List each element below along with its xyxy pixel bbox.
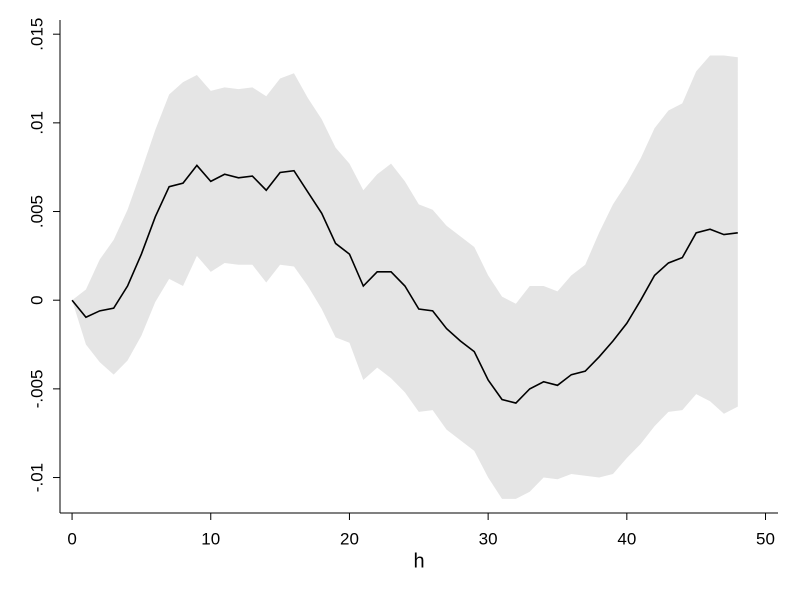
y-tick-label: 0: [27, 295, 46, 304]
x-axis-label: h: [413, 550, 424, 572]
y-tick-label: .015: [27, 18, 46, 51]
y-tick-label: .005: [27, 195, 46, 228]
line: [71, 164, 738, 404]
x-tick-label: 50: [756, 529, 775, 548]
x-tick-label: 20: [340, 529, 359, 548]
x-tick-label: 40: [617, 529, 636, 548]
x-tick-label: 30: [479, 529, 498, 548]
x-tick-label: 0: [67, 529, 76, 548]
x-tick-label: 10: [201, 529, 220, 548]
y-tick-label: -.01: [27, 463, 46, 492]
confidence-band: [72, 55, 738, 499]
y-tick-label: .01: [27, 111, 46, 135]
y-tick-label: -.005: [27, 369, 46, 408]
